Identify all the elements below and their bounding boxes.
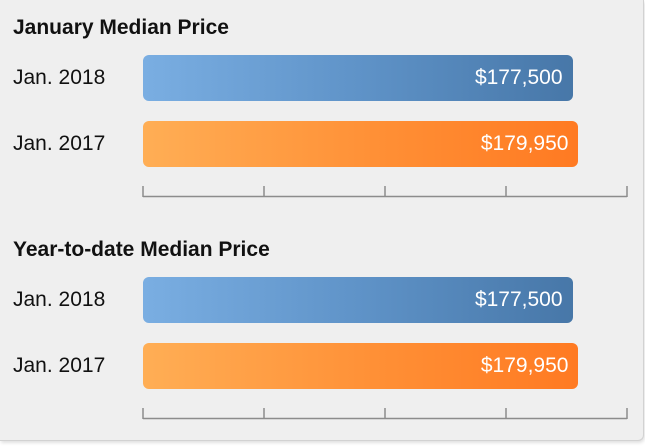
x-axis-january [142, 186, 628, 198]
bar-jan-2018: $177,500 [143, 277, 573, 323]
bar-label-jan-2017: Jan. 2017 [13, 354, 106, 377]
x-axis-ytd [142, 408, 628, 420]
bar-value-label: $177,500 [474, 288, 563, 311]
bar-label-jan-2017: Jan. 2017 [13, 132, 106, 155]
bar-value-label: $179,950 [480, 354, 569, 377]
bar-label-jan-2018: Jan. 2018 [13, 288, 106, 311]
chart-title-ytd: Year-to-date Median Price [13, 238, 270, 261]
bar-jan-2017: $179,950 [143, 121, 579, 167]
bar-jan-2017: $179,950 [143, 343, 579, 389]
bar-value-label: $177,500 [474, 66, 563, 89]
bar-value-label: $179,950 [480, 132, 569, 155]
bar-jan-2018: $177,500 [143, 55, 573, 101]
chart-title-january: January Median Price [13, 16, 229, 39]
bar-label-jan-2018: Jan. 2018 [13, 66, 106, 89]
